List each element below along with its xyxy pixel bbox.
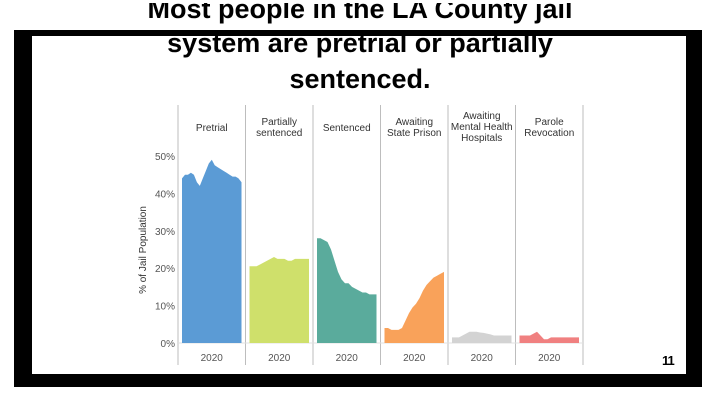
panel-label: Hospitals <box>461 133 502 144</box>
y-tick-label: 40% <box>155 189 175 200</box>
series-area-parole-revocation <box>519 331 579 343</box>
x-tick-label: 2020 <box>268 353 291 364</box>
y-tick-label: 20% <box>155 264 175 275</box>
x-tick-label: 2020 <box>201 353 224 364</box>
series-area-awaiting-state-prison <box>384 271 444 343</box>
slide-title-line-3: sentenced. <box>289 64 431 94</box>
panel-label: Parole <box>535 117 564 128</box>
panel-label: Awaiting <box>463 111 501 122</box>
x-tick-label: 2020 <box>336 353 359 364</box>
panel-label: Revocation <box>524 128 574 139</box>
y-tick-label: 10% <box>155 302 175 313</box>
slide-title-line-2: system are pretrial or partially <box>167 28 553 58</box>
y-tick-label: 0% <box>161 339 176 350</box>
panel-label: Pretrial <box>196 123 228 134</box>
page-number: 11 <box>662 353 675 368</box>
panel-label: Sentenced <box>323 123 371 134</box>
panel-label: Awaiting <box>395 117 433 128</box>
series-area-partially-sentenced <box>249 257 309 343</box>
x-tick-label: 2020 <box>538 353 561 364</box>
x-tick-label: 2020 <box>471 353 494 364</box>
y-tick-label: 30% <box>155 227 175 238</box>
panel-label: Partially <box>261 117 297 128</box>
panel-label: sentenced <box>256 128 302 139</box>
panel-label: State Prison <box>387 128 441 139</box>
y-axis-label: % of Jail Population <box>138 206 149 294</box>
y-tick-label: 50% <box>155 152 175 163</box>
slide-title: Most people in the LA County jail system… <box>100 3 620 97</box>
x-tick-label: 2020 <box>403 353 426 364</box>
panel-label: Mental Health <box>451 122 513 133</box>
slide-title-line-1-partial: Most people in the LA County jail <box>147 3 573 24</box>
series-area-pretrial <box>182 159 242 343</box>
series-area-awaiting-mental-health-hospitals <box>452 331 512 343</box>
series-area-sentenced <box>317 238 377 343</box>
